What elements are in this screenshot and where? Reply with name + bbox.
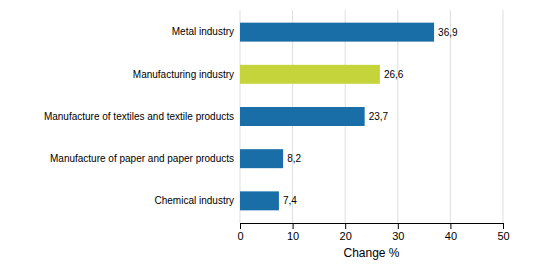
y-tick: Manufacture of paper and paper products (50, 153, 240, 164)
x-tick-label: 10 (287, 230, 299, 242)
grid-line (397, 10, 398, 223)
x-tick: 10 (287, 223, 299, 242)
x-tick-label: 30 (392, 230, 404, 242)
y-tick-label: Manufacturing industry (133, 69, 234, 80)
x-axis: 0 10 20 30 40 50 (237, 223, 509, 242)
x-tick-mark (240, 223, 241, 229)
y-tick-label: Chemical industry (155, 195, 234, 206)
y-tick: Chemical industry (155, 195, 240, 206)
grid-line (503, 10, 504, 223)
grid (240, 10, 503, 223)
data-label: 36,9 (438, 27, 458, 38)
bar (240, 107, 365, 126)
chart: 0 10 20 30 40 50 Chemical industry Manufacture … (0, 0, 533, 265)
y-tick-label: Metal industry (172, 26, 234, 37)
plot: 0 10 20 30 40 50 Chemical industry Manufacture … (44, 10, 510, 242)
x-tick-label: 20 (340, 230, 352, 242)
x-tick: 40 (445, 223, 457, 242)
x-tick-mark (398, 223, 399, 229)
data-label: 7,4 (283, 195, 297, 206)
bar (240, 149, 283, 168)
x-tick: 20 (340, 223, 352, 242)
data-label: 23,7 (369, 111, 389, 122)
grid-line (450, 10, 451, 223)
data-label: 8,2 (287, 153, 301, 164)
x-tick: 30 (392, 223, 404, 242)
y-tick: Metal industry (172, 26, 240, 37)
y-axis: Chemical industry Manufacture of paper an… (44, 26, 240, 206)
x-tick-label: 40 (445, 230, 457, 242)
bar (240, 23, 434, 42)
y-tick: Manufacture of textiles and textile prod… (44, 111, 240, 122)
data-labels: 7,4 8,2 23,7 26,6 36,9 (283, 27, 458, 207)
x-tick-mark (345, 223, 346, 229)
data-label: 26,6 (384, 69, 404, 80)
bars (240, 23, 434, 211)
x-axis-line (241, 224, 504, 230)
bar (240, 191, 279, 210)
x-tick-label: 50 (497, 230, 509, 242)
bar (240, 65, 380, 84)
x-tick-mark (293, 223, 294, 229)
y-tick-label: Manufacture of paper and paper products (50, 153, 234, 164)
x-tick: 0 (237, 223, 243, 242)
y-tick: Manufacturing industry (133, 69, 240, 80)
x-tick-mark (503, 223, 504, 229)
x-tick: 50 (497, 223, 509, 242)
y-tick-label: Manufacture of textiles and textile prod… (44, 111, 234, 122)
x-tick-mark (450, 223, 451, 229)
x-axis-title: Change % (343, 246, 399, 260)
x-tick-label: 0 (237, 230, 243, 242)
